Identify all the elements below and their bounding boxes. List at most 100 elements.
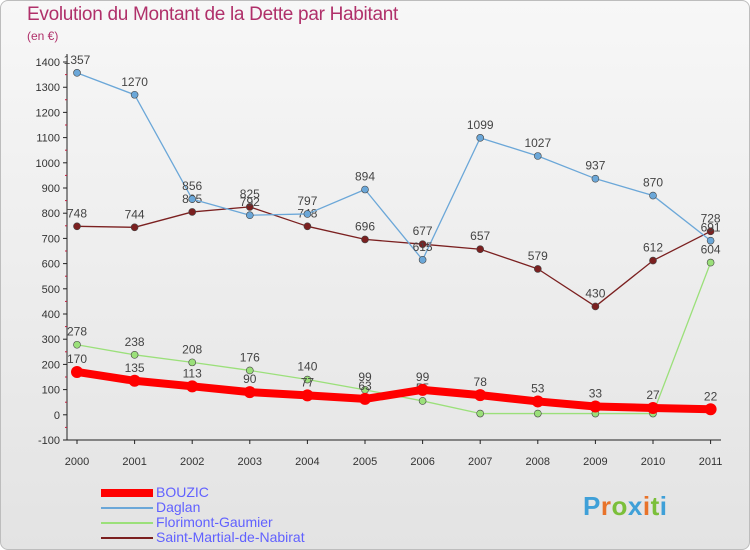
data-label-saint-martial-de-nabirat: 657 bbox=[470, 229, 490, 243]
y-tick-label: 200 bbox=[42, 359, 60, 371]
data-point-daglan bbox=[188, 195, 196, 203]
x-tick-label: 2002 bbox=[180, 456, 204, 468]
data-label-bouzic: 170 bbox=[67, 352, 87, 366]
data-point-bouzic bbox=[243, 386, 256, 399]
data-label-bouzic: 22 bbox=[704, 389, 718, 403]
data-label-daglan: 797 bbox=[297, 194, 317, 208]
data-point-daglan bbox=[649, 191, 657, 200]
data-point-florimont-gaumier bbox=[418, 397, 427, 405]
logo-letter: i bbox=[642, 491, 651, 521]
logo-letter: t bbox=[650, 491, 660, 521]
data-point-bouzic bbox=[474, 389, 487, 402]
data-point-daglan bbox=[418, 256, 427, 264]
data-label-saint-martial-de-nabirat: 677 bbox=[413, 224, 433, 238]
x-tick-label: 2008 bbox=[526, 456, 550, 468]
series-line-daglan bbox=[76, 72, 712, 261]
proxiti-logo: Proxiti bbox=[583, 491, 667, 522]
data-label-saint-martial-de-nabirat: 748 bbox=[67, 206, 87, 220]
data-point-daglan bbox=[706, 236, 715, 245]
data-point-saint-martial-de-nabirat bbox=[361, 235, 369, 244]
data-point-daglan bbox=[533, 152, 542, 160]
data-label-saint-martial-de-nabirat: 744 bbox=[125, 207, 145, 221]
y-tick-label: 800 bbox=[42, 208, 60, 220]
x-tick-label: 2006 bbox=[410, 456, 434, 468]
data-label-florimont-gaumier: 278 bbox=[67, 325, 87, 339]
data-label-florimont-gaumier: 176 bbox=[240, 350, 260, 364]
logo-letter: x bbox=[627, 491, 643, 521]
x-tick-label: 2010 bbox=[641, 456, 665, 468]
data-label-florimont-gaumier: 238 bbox=[125, 335, 145, 349]
data-point-daglan bbox=[130, 90, 139, 99]
y-tick-label: 1300 bbox=[36, 82, 60, 94]
data-point-daglan bbox=[246, 211, 254, 220]
data-point-daglan bbox=[591, 174, 600, 183]
series-line-bouzic bbox=[73, 367, 715, 414]
chart-title: Evolution du Montant de la Dette par Hab… bbox=[27, 4, 398, 25]
data-point-florimont-gaumier bbox=[130, 351, 139, 359]
legend-swatch-bouzic bbox=[101, 489, 153, 497]
data-label-daglan: 870 bbox=[643, 176, 663, 190]
y-tick-label: 600 bbox=[42, 259, 60, 271]
data-label-saint-martial-de-nabirat: 825 bbox=[240, 187, 260, 201]
data-point-bouzic bbox=[647, 401, 659, 414]
legend-label-florimont-gaumier: Florimont-Gaumier bbox=[156, 514, 273, 530]
data-label-bouzic: 33 bbox=[589, 386, 603, 400]
x-tick-label: 2011 bbox=[699, 456, 723, 468]
y-tick-label: 1000 bbox=[36, 158, 60, 170]
data-label-florimont-gaumier: 140 bbox=[297, 360, 317, 374]
data-label-daglan: 691 bbox=[701, 221, 721, 235]
data-point-saint-martial-de-nabirat bbox=[303, 222, 312, 231]
data-label-daglan: 894 bbox=[355, 170, 375, 184]
data-point-daglan bbox=[303, 210, 312, 218]
y-tick-label: 100 bbox=[42, 385, 60, 397]
data-label-daglan: 1099 bbox=[467, 118, 494, 132]
data-point-florimont-gaumier bbox=[246, 366, 254, 375]
data-label-daglan: 615 bbox=[413, 240, 433, 254]
logo-letter: o bbox=[611, 491, 628, 521]
y-tick-label: 1200 bbox=[36, 107, 60, 119]
y-tick-label: 1100 bbox=[36, 133, 60, 145]
x-tick-label: 2004 bbox=[295, 456, 319, 468]
data-label-florimont-gaumier: 604 bbox=[701, 243, 721, 257]
data-label-daglan: 937 bbox=[585, 159, 605, 173]
legend-label-saint-martial-de-nabirat: Saint-Martial-de-Nabirat bbox=[156, 529, 305, 545]
data-label-bouzic: 99 bbox=[416, 370, 430, 384]
data-label-bouzic: 135 bbox=[125, 361, 145, 375]
data-point-florimont-gaumier bbox=[706, 258, 715, 267]
x-tick-label: 2000 bbox=[65, 456, 89, 468]
data-point-bouzic bbox=[359, 392, 371, 405]
x-tick-label: 2005 bbox=[353, 456, 377, 468]
data-label-saint-martial-de-nabirat: 430 bbox=[585, 286, 605, 300]
data-label-daglan: 1270 bbox=[121, 75, 148, 89]
data-point-saint-martial-de-nabirat bbox=[246, 203, 254, 211]
data-point-florimont-gaumier bbox=[533, 409, 542, 418]
data-point-bouzic bbox=[531, 395, 544, 408]
y-tick-label: 300 bbox=[42, 334, 60, 346]
data-label-bouzic: 78 bbox=[474, 375, 488, 389]
data-point-bouzic bbox=[301, 389, 314, 402]
data-point-bouzic bbox=[416, 383, 429, 396]
data-point-bouzic bbox=[186, 380, 199, 393]
data-label-daglan: 856 bbox=[182, 179, 202, 193]
data-label-daglan: 1027 bbox=[524, 136, 551, 150]
x-tick-label: 2007 bbox=[468, 456, 492, 468]
data-label-saint-martial-de-nabirat: 612 bbox=[643, 241, 663, 255]
data-point-florimont-gaumier bbox=[73, 340, 81, 349]
data-point-florimont-gaumier bbox=[188, 358, 196, 367]
data-label-bouzic: 53 bbox=[531, 381, 545, 395]
logo-letter: P bbox=[583, 491, 601, 521]
data-point-daglan bbox=[73, 69, 81, 77]
data-label-saint-martial-de-nabirat: 696 bbox=[355, 219, 375, 233]
data-label-saint-martial-de-nabirat: 579 bbox=[528, 249, 548, 263]
data-label-florimont-gaumier: 99 bbox=[358, 370, 372, 384]
y-tick-label: 0 bbox=[54, 410, 60, 422]
legend-swatch-florimont-gaumier bbox=[101, 522, 153, 524]
y-tick-label: 1400 bbox=[36, 57, 60, 69]
data-label-bouzic: 27 bbox=[646, 388, 660, 402]
data-label-daglan: 792 bbox=[240, 195, 260, 209]
data-label-daglan: 1357 bbox=[64, 53, 91, 67]
legend-label-daglan: Daglan bbox=[156, 499, 201, 515]
data-point-saint-martial-de-nabirat bbox=[476, 245, 485, 254]
x-tick-label: 2001 bbox=[122, 456, 146, 468]
y-tick-label: 700 bbox=[42, 233, 60, 245]
